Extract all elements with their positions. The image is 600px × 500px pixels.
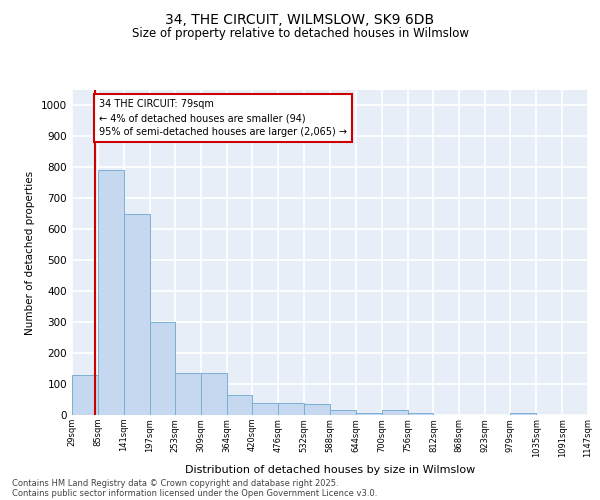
- Bar: [201, 373, 227, 415]
- Bar: [149, 322, 175, 415]
- Bar: [407, 414, 433, 415]
- Text: Contains HM Land Registry data © Crown copyright and database right 2025.: Contains HM Land Registry data © Crown c…: [12, 478, 338, 488]
- Bar: [304, 404, 330, 415]
- X-axis label: Distribution of detached houses by size in Wilmslow: Distribution of detached houses by size …: [185, 465, 475, 475]
- Text: 34 THE CIRCUIT: 79sqm
← 4% of detached houses are smaller (94)
95% of semi-detac: 34 THE CIRCUIT: 79sqm ← 4% of detached h…: [99, 100, 347, 138]
- Bar: [124, 214, 149, 415]
- Bar: [356, 414, 382, 415]
- Bar: [72, 375, 98, 415]
- Text: Size of property relative to detached houses in Wilmslow: Size of property relative to detached ho…: [131, 28, 469, 40]
- Bar: [278, 402, 304, 415]
- Bar: [511, 414, 536, 415]
- Bar: [330, 410, 356, 415]
- Bar: [227, 395, 253, 415]
- Bar: [98, 170, 124, 415]
- Bar: [253, 402, 278, 415]
- Text: 34, THE CIRCUIT, WILMSLOW, SK9 6DB: 34, THE CIRCUIT, WILMSLOW, SK9 6DB: [166, 12, 434, 26]
- Y-axis label: Number of detached properties: Number of detached properties: [25, 170, 35, 334]
- Bar: [175, 373, 201, 415]
- Text: Contains public sector information licensed under the Open Government Licence v3: Contains public sector information licen…: [12, 488, 377, 498]
- Bar: [382, 410, 407, 415]
